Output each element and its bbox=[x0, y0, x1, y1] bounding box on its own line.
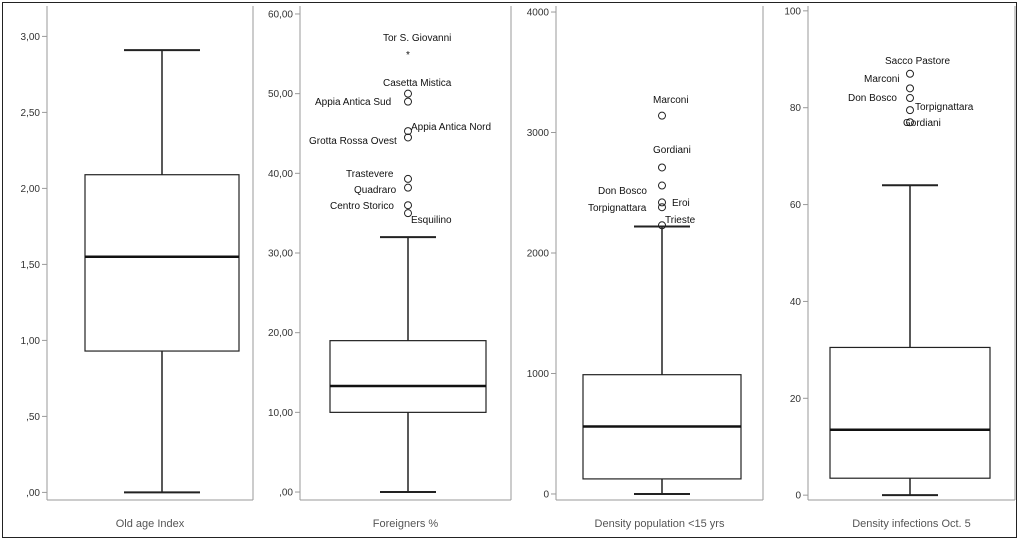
y-tick-label: 20,00 bbox=[268, 328, 293, 339]
y-tick-label: ,00 bbox=[26, 488, 40, 499]
y-tick-label: 100 bbox=[784, 6, 801, 17]
outlier-marker bbox=[658, 198, 666, 207]
y-tick-label: 50,00 bbox=[268, 89, 293, 100]
y-tick-label: 1,50 bbox=[21, 260, 41, 271]
outlier-marker bbox=[404, 209, 412, 218]
outlier-marker bbox=[906, 69, 914, 78]
outlier-label: Gordiani bbox=[653, 145, 691, 156]
outlier-label: Appia Antica Sud bbox=[315, 97, 391, 108]
outlier-label: Marconi bbox=[653, 95, 689, 106]
outlier-marker bbox=[404, 97, 412, 106]
outlier-marker bbox=[404, 201, 412, 210]
y-tick-label: 10,00 bbox=[268, 408, 293, 419]
outlier-marker bbox=[404, 183, 412, 192]
outlier-label: Appia Antica Nord bbox=[411, 122, 491, 133]
outlier-marker bbox=[906, 106, 914, 115]
y-tick-label: 1,00 bbox=[21, 336, 41, 347]
outlier-marker bbox=[658, 163, 666, 172]
outlier-marker bbox=[404, 133, 412, 142]
outlier-label: Marconi bbox=[864, 74, 900, 85]
outlier-label: Grotta Rossa Ovest bbox=[309, 136, 397, 147]
outlier-label: Quadraro bbox=[354, 185, 397, 196]
y-tick-label: 2,00 bbox=[21, 184, 41, 195]
y-tick-label: 1000 bbox=[527, 369, 550, 380]
y-tick-label: 30,00 bbox=[268, 249, 293, 260]
outlier-marker bbox=[906, 118, 914, 127]
y-tick-label: 2,50 bbox=[21, 108, 41, 119]
outlier-label: Trieste bbox=[665, 215, 696, 226]
y-tick-label: 4000 bbox=[527, 8, 550, 19]
outlier-label: Don Bosco bbox=[598, 186, 647, 197]
outlier-marker bbox=[404, 127, 412, 136]
outlier-marker bbox=[658, 203, 666, 212]
extreme-outlier-marker: * bbox=[406, 50, 410, 61]
y-tick-label: 60 bbox=[790, 200, 802, 211]
y-tick-label: 0 bbox=[795, 491, 801, 502]
outlier-label: Don Bosco bbox=[848, 93, 897, 104]
outlier-label: Gordiani bbox=[903, 118, 941, 129]
iqr-box bbox=[84, 174, 240, 352]
y-tick-label: 0 bbox=[543, 489, 549, 500]
outlier-marker bbox=[906, 84, 914, 93]
x-axis-label: Density infections Oct. 5 bbox=[852, 518, 971, 530]
outlier-label: Esquilino bbox=[411, 215, 452, 226]
x-axis-label: Old age Index bbox=[116, 518, 185, 530]
outlier-label: Casetta Mistica bbox=[383, 78, 452, 89]
outlier-marker bbox=[404, 89, 412, 98]
y-tick-label: 40,00 bbox=[268, 169, 293, 180]
y-tick-label: 80 bbox=[790, 103, 802, 114]
y-tick-label: 3000 bbox=[527, 128, 550, 139]
y-tick-label: ,00 bbox=[279, 488, 293, 499]
y-tick-label: 2000 bbox=[527, 249, 550, 260]
outlier-label: Torpignattara bbox=[915, 102, 974, 113]
outlier-label: Torpignattara bbox=[588, 203, 647, 214]
outlier-label: Sacco Pastore bbox=[885, 56, 950, 67]
y-tick-label: 20 bbox=[790, 394, 802, 405]
iqr-box bbox=[329, 340, 487, 413]
outlier-marker bbox=[658, 181, 666, 190]
y-tick-label: 40 bbox=[790, 297, 802, 308]
y-tick-label: 3,00 bbox=[21, 32, 41, 43]
y-tick-label: 60,00 bbox=[268, 9, 293, 20]
outlier-label: Tor S. Giovanni bbox=[383, 33, 451, 44]
outlier-label: Eroi bbox=[672, 198, 690, 209]
outlier-marker bbox=[658, 111, 666, 120]
outlier-marker bbox=[404, 174, 412, 183]
outlier-marker bbox=[658, 221, 666, 230]
outlier-label: Trastevere bbox=[346, 169, 394, 180]
x-axis-label: Foreigners % bbox=[373, 518, 439, 530]
outlier-marker bbox=[906, 94, 914, 103]
x-axis-label: Density population <15 yrs bbox=[595, 518, 725, 530]
iqr-box bbox=[829, 346, 991, 479]
y-tick-label: ,50 bbox=[26, 412, 40, 423]
outlier-label: Centro Storico bbox=[330, 201, 394, 212]
